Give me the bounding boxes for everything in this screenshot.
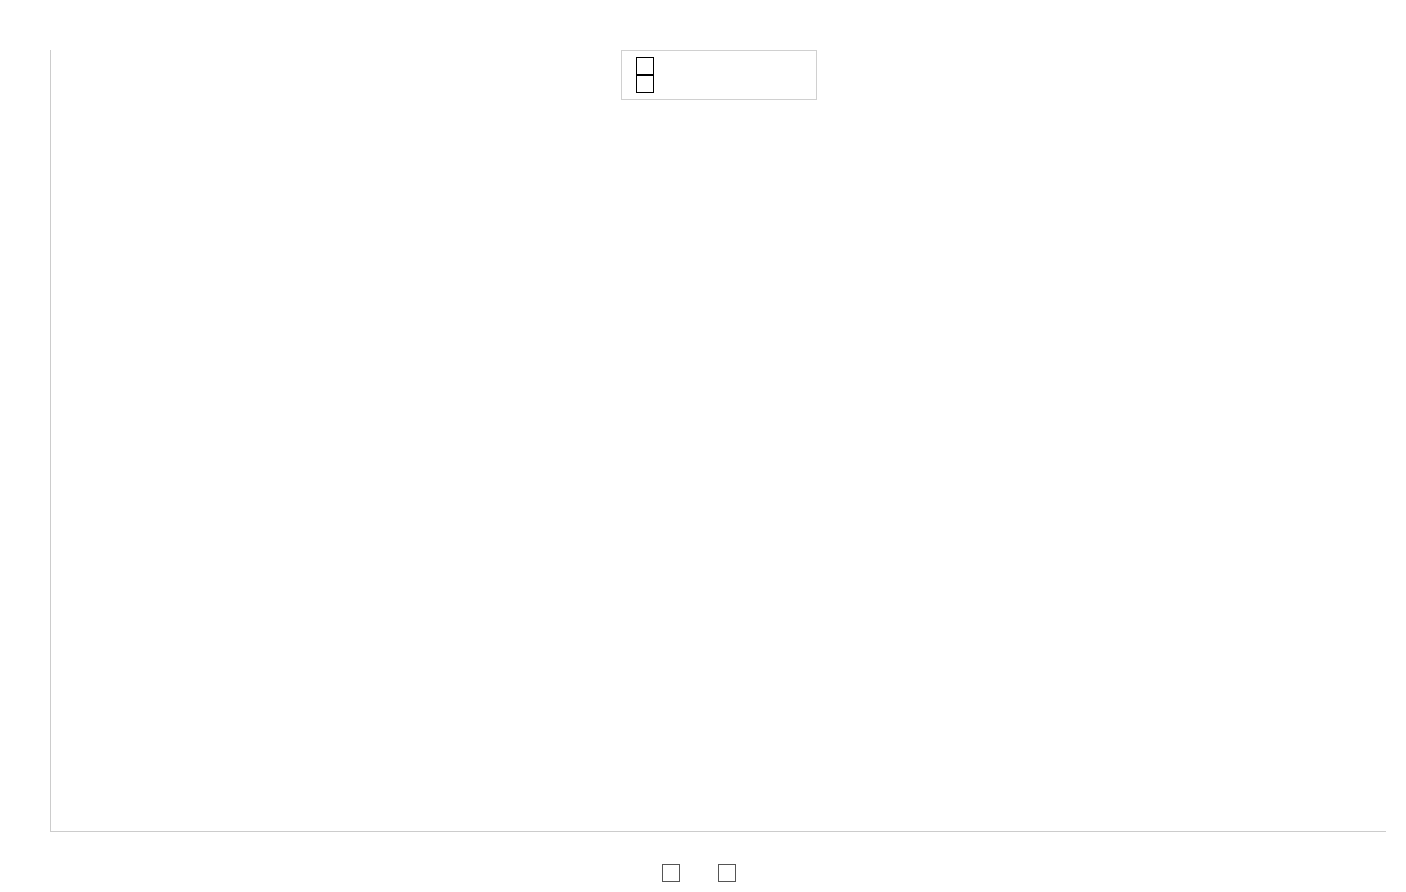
stats-row-series-1 xyxy=(636,57,802,75)
swatch-series-2 xyxy=(636,75,654,93)
scatter-svg xyxy=(51,50,1386,831)
swatch-series-1 xyxy=(636,57,654,75)
legend-swatch-1 xyxy=(662,864,680,882)
legend-swatch-2 xyxy=(718,864,736,882)
stats-row-series-2 xyxy=(636,75,802,93)
legend xyxy=(0,864,1406,882)
chart-plot-area xyxy=(50,50,1386,832)
legend-item-2 xyxy=(718,864,744,882)
header xyxy=(0,0,1406,40)
correlation-stats-box xyxy=(621,50,817,100)
legend-item-1 xyxy=(662,864,688,882)
